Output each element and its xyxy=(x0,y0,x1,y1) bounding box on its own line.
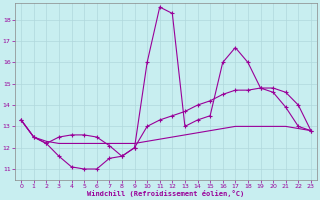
X-axis label: Windchill (Refroidissement éolien,°C): Windchill (Refroidissement éolien,°C) xyxy=(87,190,245,197)
